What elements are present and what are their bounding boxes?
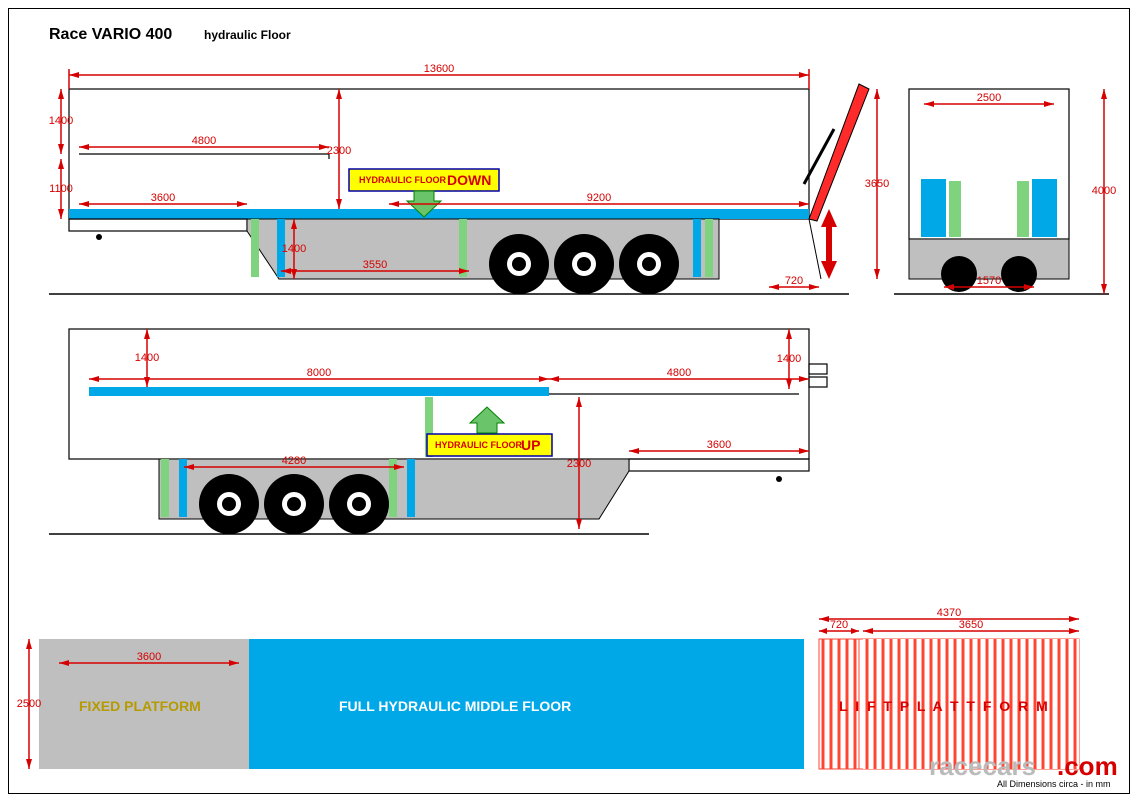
- svg-text:DOWN: DOWN: [447, 172, 491, 188]
- side-view-up: HYDRAULIC FLOOR UP 1400 1400 8000 4800 4…: [49, 329, 829, 534]
- wheels-down: [489, 234, 679, 294]
- callout-up: HYDRAULIC FLOOR UP: [427, 407, 552, 456]
- svg-text:9200: 9200: [587, 192, 611, 204]
- side-view-down: HYDRAULIC FLOOR DOWN 13600 4800 1400 110…: [49, 63, 869, 294]
- lift-platform-label: L I F T P L A T T F O R M: [839, 698, 1050, 714]
- svg-text:2500: 2500: [977, 92, 1001, 104]
- svg-text:13600: 13600: [424, 63, 455, 75]
- watermark-a: racecars: [929, 751, 1036, 781]
- svg-text:1400: 1400: [135, 352, 159, 364]
- title-main: Race VARIO 400: [49, 26, 172, 43]
- svg-text:1400: 1400: [777, 353, 801, 365]
- svg-text:3650: 3650: [959, 619, 983, 631]
- svg-text:1400: 1400: [49, 115, 73, 127]
- svg-text:3600: 3600: [707, 439, 731, 451]
- svg-text:2300: 2300: [567, 458, 591, 470]
- svg-text:720: 720: [830, 619, 848, 631]
- svg-text:2300: 2300: [327, 145, 351, 157]
- svg-text:720: 720: [785, 275, 803, 287]
- svg-text:UP: UP: [521, 437, 540, 453]
- svg-text:3600: 3600: [151, 192, 175, 204]
- watermark-b: .com: [1057, 751, 1118, 781]
- svg-text:4000: 4000: [1092, 185, 1116, 197]
- svg-text:3550: 3550: [363, 259, 387, 271]
- svg-text:3600: 3600: [137, 651, 161, 663]
- svg-text:HYDRAULIC FLOOR: HYDRAULIC FLOOR: [435, 440, 522, 450]
- rear-view: 2500 4000 3650 1570: [865, 89, 1116, 294]
- title-sub: hydraulic Floor: [204, 28, 291, 42]
- svg-text:1100: 1100: [49, 183, 73, 195]
- svg-text:3650: 3650: [865, 178, 889, 190]
- svg-text:1400: 1400: [282, 243, 306, 255]
- svg-text:2500: 2500: [17, 698, 41, 710]
- svg-text:HYDRAULIC FLOOR: HYDRAULIC FLOOR: [359, 175, 446, 185]
- svg-text:4800: 4800: [192, 135, 216, 147]
- svg-text:4800: 4800: [667, 367, 691, 379]
- drawing-page: Race VARIO 400 hydraulic Floor: [8, 8, 1130, 794]
- drawing-svg: Race VARIO 400 hydraulic Floor: [9, 9, 1129, 793]
- svg-text:8000: 8000: [307, 367, 331, 379]
- middle-floor-label: FULL HYDRAULIC MIDDLE FLOOR: [339, 698, 571, 714]
- svg-text:4280: 4280: [282, 455, 306, 467]
- svg-text:4370: 4370: [937, 607, 961, 619]
- ramp: [804, 84, 869, 279]
- fixed-platform-label: FIXED PLATFORM: [79, 698, 201, 714]
- plan-view: FIXED PLATFORM FULL HYDRAULIC MIDDLE FLO…: [17, 607, 1079, 769]
- svg-text:1570: 1570: [977, 275, 1001, 287]
